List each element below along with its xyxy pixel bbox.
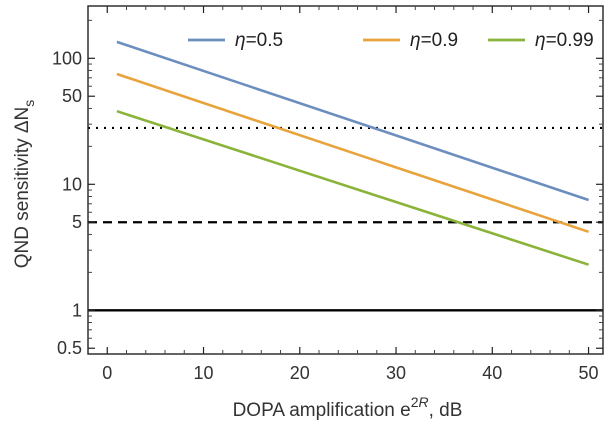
y-tick-label: 5: [72, 212, 82, 232]
legend-label-eta-0.9: η=0.9: [410, 30, 458, 51]
x-tick-label: 30: [386, 363, 406, 383]
y-axis-ticks: 0.5 1 5 10 50 100: [52, 19, 603, 358]
y-tick-label: 50: [62, 86, 82, 106]
reference-lines: [88, 126, 603, 312]
y-axis-title: QND sensitivity ΔNs: [12, 100, 37, 269]
legend: η=0.5 η=0.9 η=0.99: [188, 30, 594, 51]
y-tick-label: 0.5: [57, 338, 82, 358]
x-tick-label: 50: [579, 363, 599, 383]
series-line-eta-0.9: [116, 72, 590, 234]
x-tick-label: 0: [102, 363, 112, 383]
x-axis-title: DOPA amplification e2R, dB: [233, 394, 463, 421]
series-line-eta-0.99: [116, 109, 590, 266]
plot-frame: [87, 5, 604, 355]
series-line-eta-0.5: [116, 40, 590, 202]
y-tick-label: 10: [62, 174, 82, 194]
legend-label-eta-0.5: η=0.5: [235, 30, 283, 51]
x-tick-label: 20: [290, 363, 310, 383]
x-axis-ticks: 0 10 20 30 40 50: [102, 6, 599, 383]
x-tick-label: 10: [193, 363, 213, 383]
x-tick-label: 40: [482, 363, 502, 383]
y-tick-label: 100: [52, 48, 82, 68]
legend-label-eta-0.99: η=0.99: [535, 30, 594, 51]
y-tick-label: 1: [72, 300, 82, 320]
series-lines: [116, 40, 590, 266]
